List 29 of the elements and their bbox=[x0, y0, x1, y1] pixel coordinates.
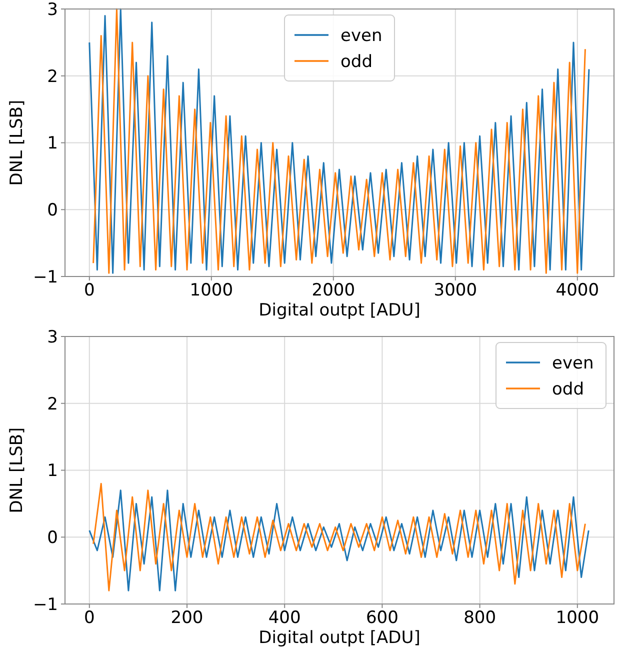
x-tick-label: 2000 bbox=[312, 280, 356, 300]
y-tick-label: 1 bbox=[47, 461, 58, 482]
y-tick-label: 0 bbox=[47, 200, 58, 221]
x-axis-title: Digital outpt [ADU] bbox=[258, 628, 420, 648]
x-tick-label: 800 bbox=[464, 608, 496, 628]
x-tick-label: 600 bbox=[366, 608, 398, 628]
y-tick-label: 3 bbox=[47, 327, 58, 348]
x-tick-label: 4000 bbox=[556, 280, 600, 300]
y-tick-label: −1 bbox=[32, 267, 58, 288]
x-tick-label: 200 bbox=[170, 608, 204, 628]
legend-label: odd bbox=[340, 52, 372, 72]
legend-label: even bbox=[552, 353, 594, 374]
x-tick-label: 0 bbox=[84, 608, 95, 628]
y-axis-title: DNL [LSB] bbox=[7, 100, 27, 186]
y-tick-label: 2 bbox=[47, 394, 58, 414]
x-tick-label: 1000 bbox=[190, 280, 234, 300]
x-axis-title: Digital outpt [ADU] bbox=[258, 300, 420, 320]
x-tick-label: 3000 bbox=[434, 280, 478, 300]
x-tick-label: 0 bbox=[84, 280, 95, 300]
y-tick-label: 2 bbox=[47, 66, 58, 87]
y-axis-title: DNL [LSB] bbox=[7, 427, 27, 514]
legend-label: odd bbox=[552, 379, 584, 400]
x-tick-label: 1000 bbox=[556, 608, 600, 628]
y-tick-label: 0 bbox=[47, 528, 58, 548]
x-tick-label: 400 bbox=[268, 608, 301, 628]
y-tick-label: 3 bbox=[47, 0, 58, 20]
legend-label: even bbox=[340, 26, 382, 46]
y-tick-label: −1 bbox=[32, 594, 58, 615]
y-tick-label: 1 bbox=[47, 134, 58, 154]
